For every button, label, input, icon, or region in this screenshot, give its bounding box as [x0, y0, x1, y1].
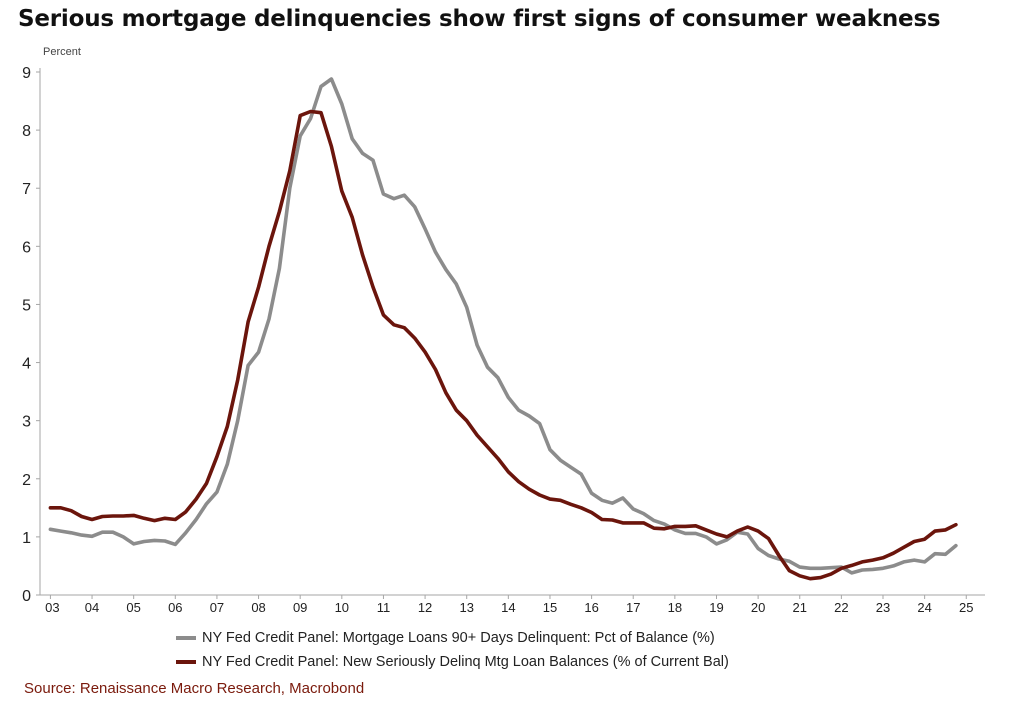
x-tick-label: 09	[293, 600, 307, 615]
x-tick-label: 06	[168, 600, 182, 615]
legend-item-red: NY Fed Credit Panel: New Seriously Delin…	[176, 650, 729, 674]
x-tick-label: 24	[917, 600, 931, 615]
x-tick-label: 12	[418, 600, 432, 615]
x-tick-label: 20	[751, 600, 765, 615]
x-tick-label: 17	[626, 600, 640, 615]
x-tick-label: 16	[584, 600, 598, 615]
y-tick-label: 4	[22, 356, 31, 373]
y-tick-label: 9	[22, 65, 31, 82]
series-line-new-seriously-delinquent	[48, 109, 958, 581]
y-tick-label: 7	[22, 181, 31, 198]
x-tick-label: 13	[459, 600, 473, 615]
legend-label-gray: NY Fed Credit Panel: Mortgage Loans 90+ …	[202, 630, 715, 646]
series-line-90plus-delinquent	[48, 77, 958, 575]
chart-title: Serious mortgage delinquencies show firs…	[18, 6, 941, 32]
y-tick-label: 1	[22, 530, 31, 547]
x-tick-label: 03	[45, 600, 59, 615]
y-axis-unit-label: Percent	[43, 46, 81, 58]
y-tick-label: 8	[22, 123, 31, 140]
y-tick-label: 5	[22, 297, 31, 314]
x-tick-label: 22	[834, 600, 848, 615]
x-tick-label: 05	[126, 600, 140, 615]
x-tick-label: 10	[335, 600, 349, 615]
y-tick-label: 0	[22, 588, 31, 605]
y-tick-label: 3	[22, 414, 31, 431]
x-tick-label: 23	[876, 600, 890, 615]
x-tick-label: 08	[251, 600, 265, 615]
legend-swatch-gray	[176, 636, 196, 640]
x-tick-label: 25	[959, 600, 973, 615]
x-tick-label: 07	[210, 600, 224, 615]
legend: NY Fed Credit Panel: Mortgage Loans 90+ …	[176, 626, 729, 674]
x-tick-label: 04	[85, 600, 99, 615]
y-tick-label: 6	[22, 239, 31, 256]
y-tick-label: 2	[22, 472, 31, 489]
x-tick-label: 19	[709, 600, 723, 615]
legend-label-red: NY Fed Credit Panel: New Seriously Delin…	[202, 654, 729, 670]
source-note: Source: Renaissance Macro Research, Macr…	[24, 680, 365, 697]
x-tick-label: 18	[668, 600, 682, 615]
x-tick-label: 14	[501, 600, 515, 615]
x-tick-label: 11	[377, 600, 391, 615]
series-layer	[48, 77, 958, 581]
x-tick-label: 15	[543, 600, 557, 615]
legend-swatch-red	[176, 660, 196, 664]
legend-item-gray: NY Fed Credit Panel: Mortgage Loans 90+ …	[176, 626, 729, 650]
x-tick-label: 21	[793, 600, 807, 615]
